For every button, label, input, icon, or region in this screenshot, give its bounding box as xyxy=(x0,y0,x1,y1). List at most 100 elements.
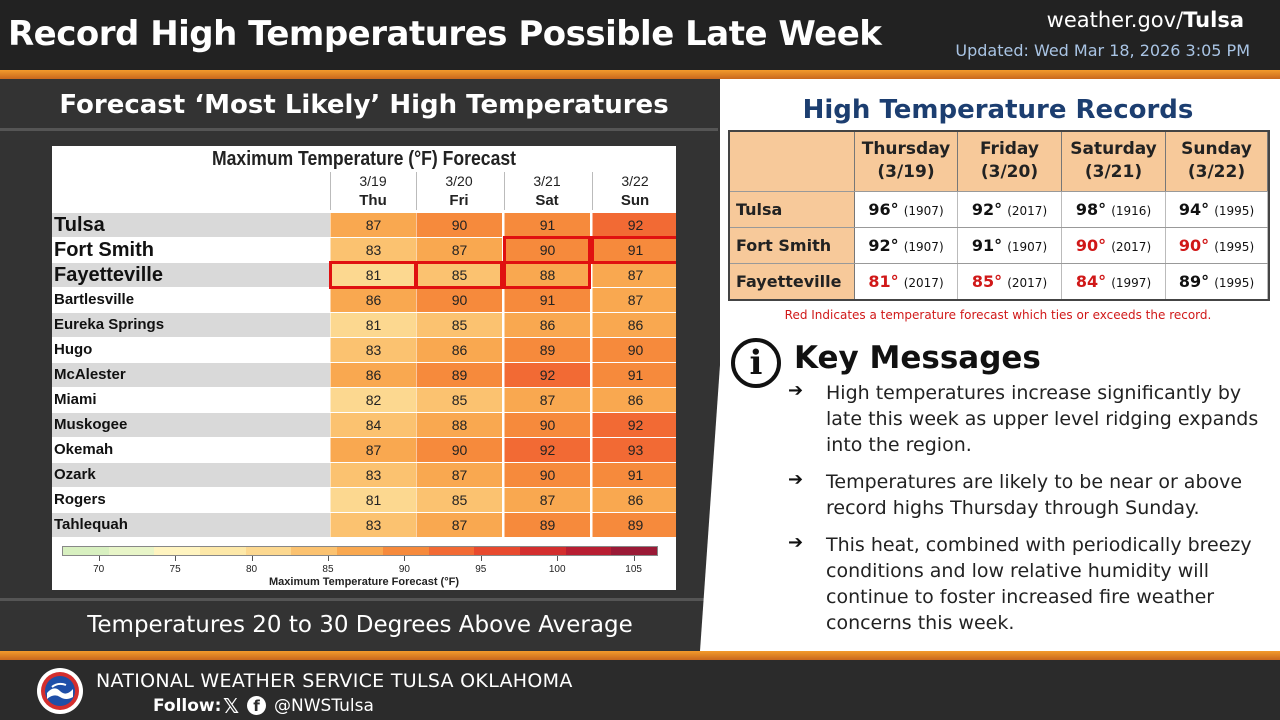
forecast-city: Eureka Springs xyxy=(52,313,330,337)
record-value: 90° xyxy=(1075,236,1107,255)
forecast-value: 85 xyxy=(416,313,502,337)
forecast-value: 87 xyxy=(330,213,416,237)
record-cell: 92° (2017) xyxy=(958,192,1062,227)
forecast-col-date: 3/22 xyxy=(621,173,649,189)
colorbar-tick-label: 100 xyxy=(548,564,566,575)
forecast-row: Miami 82 85 87 86 xyxy=(52,388,676,412)
forecast-row: Bartlesville 86 90 91 87 xyxy=(52,288,676,312)
records-table-corner xyxy=(730,132,855,191)
records-row: Fort Smith 92° (1907) 91° (1907) 90° (2017)… xyxy=(730,227,1268,263)
forecast-value: 87 xyxy=(592,263,676,287)
forecast-value: 91 xyxy=(592,463,676,487)
forecast-city: Ozark xyxy=(52,463,330,487)
colorbar-title: Maximum Temperature Forecast (°F) xyxy=(268,576,460,588)
record-cell: 92° (1907) xyxy=(855,228,958,263)
record-value: 98° xyxy=(1075,200,1107,219)
arrow-icon: ➔ xyxy=(788,532,804,553)
colorbar-tick xyxy=(175,556,177,561)
site-prefix: weather.gov/ xyxy=(1046,8,1184,32)
records-col-header: Saturday (3/21) xyxy=(1062,132,1166,191)
forecast-value: 91 xyxy=(592,238,676,262)
forecast-row: Muskogee 84 88 90 92 xyxy=(52,413,676,437)
forecast-city: Fayetteville xyxy=(52,263,330,287)
forecast-value: 93 xyxy=(592,438,676,462)
temperature-colorbar xyxy=(62,546,658,556)
forecast-row: Fort Smith 83 87 90 91 xyxy=(52,238,676,262)
colorbar-tick xyxy=(557,556,559,561)
record-year: (1916) xyxy=(1111,204,1152,218)
colorbar-tick xyxy=(251,556,253,561)
colorbar-swatch xyxy=(200,547,246,555)
forecast-value: 87 xyxy=(416,238,502,262)
records-col-date: (3/22) xyxy=(1187,162,1246,182)
forecast-value: 90 xyxy=(416,213,502,237)
forecast-col-date: 3/21 xyxy=(533,173,561,189)
colorbar-swatch xyxy=(63,547,109,555)
forecast-value: 86 xyxy=(592,313,676,337)
record-year: (2017) xyxy=(903,276,944,290)
forecast-value: 85 xyxy=(416,488,502,512)
records-title: High Temperature Records xyxy=(802,95,1194,125)
records-city: Tulsa xyxy=(730,192,855,227)
forecast-table: Maximum Temperature (°F) Forecast 3/19 Th… xyxy=(52,146,676,590)
forecast-value: 91 xyxy=(504,288,590,312)
forecast-value: 89 xyxy=(504,513,590,537)
forecast-col-date: 3/20 xyxy=(445,173,473,189)
colorbar-swatch xyxy=(291,547,338,555)
forecast-value: 87 xyxy=(416,513,502,537)
forecast-city: Muskogee xyxy=(52,413,330,437)
forecast-city: Bartlesville xyxy=(52,288,330,312)
colorbar-tick xyxy=(480,556,482,561)
records-city: Fort Smith xyxy=(730,228,855,263)
record-value: 89° xyxy=(1178,272,1210,291)
colorbar-swatch xyxy=(519,547,566,555)
forecast-value: 81 xyxy=(330,488,416,512)
record-cell: 84° (1997) xyxy=(1062,264,1166,299)
forecast-city: Rogers xyxy=(52,488,330,512)
record-year: (1995) xyxy=(1214,276,1255,290)
forecast-value: 86 xyxy=(592,488,676,512)
record-year: (1907) xyxy=(1007,240,1048,254)
forecast-value: 87 xyxy=(504,488,590,512)
colorbar-swatch xyxy=(337,547,383,555)
site-office: Tulsa xyxy=(1183,8,1244,32)
forecast-city: Miami xyxy=(52,388,330,412)
colorbar-tick xyxy=(98,556,100,561)
record-value: 81° xyxy=(868,272,899,291)
forecast-col-day: Fri xyxy=(449,192,469,209)
forecast-value: 81 xyxy=(330,263,416,287)
record-cell: 85° (2017) xyxy=(958,264,1062,299)
forecast-city: Okemah xyxy=(52,438,330,462)
forecast-value: 91 xyxy=(592,363,676,387)
key-messages-title: Key Messages xyxy=(794,340,1041,376)
site-link[interactable]: weather.gov/Tulsa xyxy=(1047,8,1244,32)
record-value: 92° xyxy=(868,236,899,255)
social-handle[interactable]: @NWSTulsa xyxy=(274,696,374,716)
bottom-divider xyxy=(0,651,1280,660)
facebook-icon[interactable]: f xyxy=(247,696,266,715)
colorbar-tick xyxy=(633,556,635,561)
forecast-table-title: Maximum Temperature (°F) Forecast xyxy=(211,148,517,170)
key-message-3: ➔ This heat, combined with periodically … xyxy=(788,532,1268,638)
colorbar-tick xyxy=(404,556,406,561)
forecast-city: Fort Smith xyxy=(52,238,330,262)
records-col-date: (3/20) xyxy=(980,162,1039,182)
x-social-icon[interactable]: 𝕏 xyxy=(223,694,240,718)
forecast-value: 89 xyxy=(504,338,590,362)
forecast-city: McAlester xyxy=(52,363,330,387)
record-year: (1995) xyxy=(1214,240,1255,254)
left-divider-bottom xyxy=(0,598,712,601)
colorbar-swatch xyxy=(611,547,657,555)
record-year: (2017) xyxy=(1007,204,1048,218)
follow-label: Follow: xyxy=(153,696,222,716)
forecast-value: 89 xyxy=(416,363,502,387)
records-col-date: (3/21) xyxy=(1084,162,1143,182)
left-divider xyxy=(0,128,718,131)
record-cell: 89° (1995) xyxy=(1166,264,1268,299)
record-cell: 94° (1995) xyxy=(1166,192,1268,227)
records-col-header: Friday (3/20) xyxy=(958,132,1062,191)
record-value: 92° xyxy=(971,200,1003,219)
colorbar-swatch xyxy=(382,547,429,555)
nws-office-name: NATIONAL WEATHER SERVICE TULSA OKLAHOMA xyxy=(96,670,573,692)
record-year: (1995) xyxy=(1214,204,1255,218)
